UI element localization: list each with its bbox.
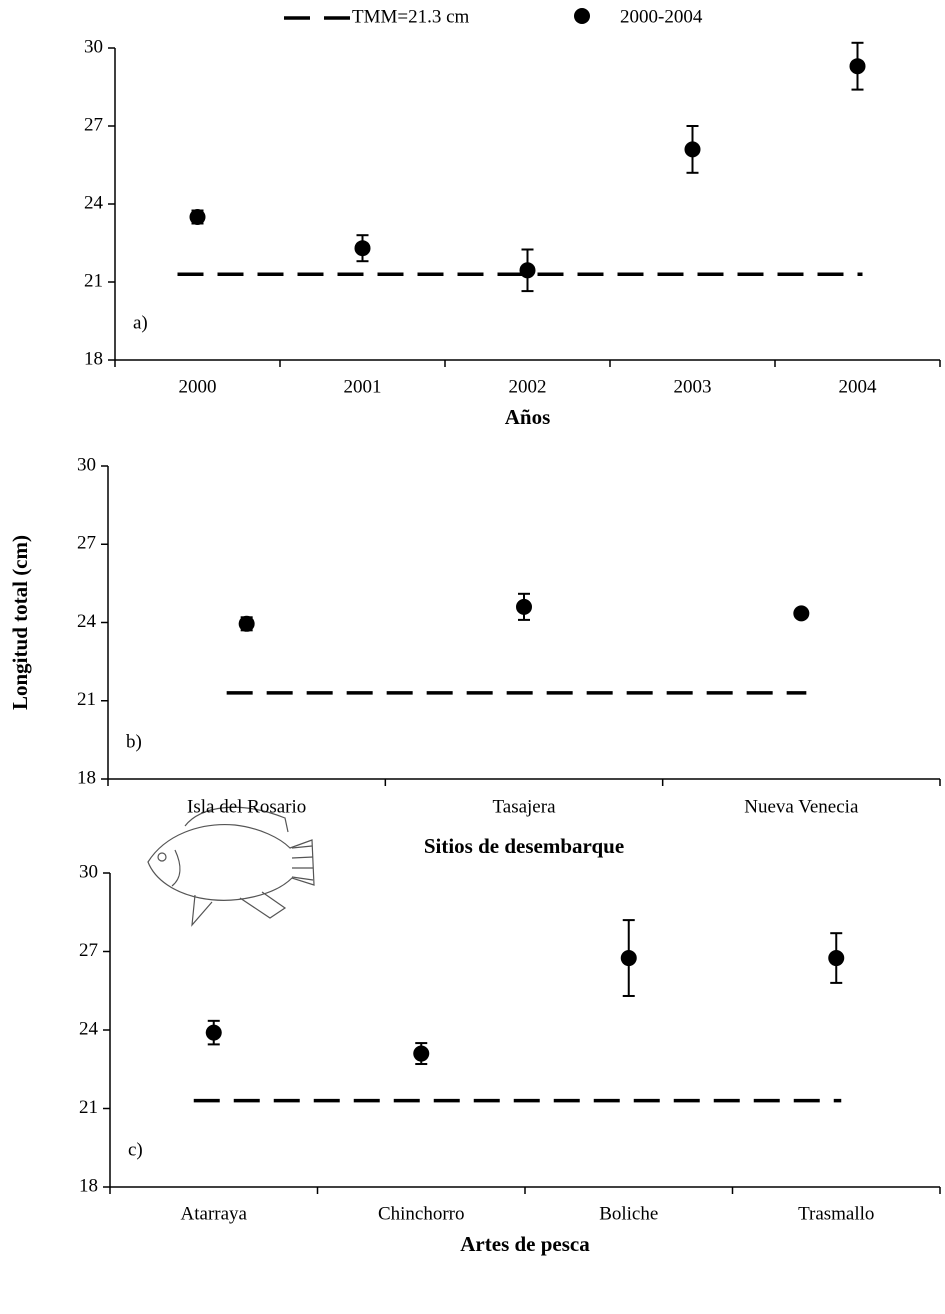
y-tick-label: 18: [77, 767, 96, 788]
y-tick-label: 27: [77, 533, 96, 554]
legend-label: TMM=21.3 cm: [352, 6, 470, 27]
x-tick-label: Tasajera: [492, 796, 556, 817]
y-tick-label: 30: [79, 861, 98, 882]
x-tick-label: Boliche: [599, 1203, 658, 1224]
data-point: [355, 240, 371, 256]
data-point: [793, 605, 809, 621]
x-tick-label: 2001: [344, 376, 382, 397]
data-point: [206, 1025, 222, 1041]
data-point: [413, 1046, 429, 1062]
data-point: [828, 950, 844, 966]
x-tick-label: 2000: [179, 376, 217, 397]
panel-label: b): [126, 731, 142, 752]
x-tick-label: 2002: [509, 376, 547, 397]
fish-illustration: [148, 807, 314, 925]
legend-label: 2000-2004: [620, 6, 703, 27]
x-tick-label: 2003: [674, 376, 712, 397]
y-tick-label: 21: [79, 1097, 98, 1118]
data-point: [621, 950, 637, 966]
x-tick-label: 2004: [839, 376, 878, 397]
data-point: [516, 599, 532, 615]
x-tick-label: Trasmallo: [798, 1203, 874, 1224]
data-point: [239, 616, 255, 632]
data-point: [850, 58, 866, 74]
y-tick-label: 30: [84, 36, 103, 57]
y-tick-label: 18: [84, 348, 103, 369]
y-tick-label: 18: [79, 1175, 98, 1196]
panel-label: c): [128, 1139, 143, 1160]
y-tick-label: 27: [79, 940, 98, 961]
x-tick-label: Chinchorro: [378, 1203, 465, 1224]
y-axis-title: Longitud total (cm): [8, 535, 32, 710]
x-axis-title: Sitios de desembarque: [424, 834, 624, 858]
data-point: [190, 209, 206, 225]
x-tick-label: Atarraya: [181, 1203, 248, 1224]
y-tick-label: 24: [84, 192, 104, 213]
figure: 18 21 24 27 30 2000 2001 2002 2003 2004 Años a) 18 21…: [0, 0, 945, 1314]
y-tick-label: 21: [77, 689, 96, 710]
y-tick-label: 30: [77, 454, 96, 475]
data-point: [685, 141, 701, 157]
x-tick-label: Isla del Rosario: [187, 796, 306, 817]
y-tick-label: 21: [84, 270, 103, 291]
x-tick-label: Nueva Venecia: [744, 796, 859, 817]
legend-marker: [574, 8, 590, 24]
y-tick-label: 24: [77, 611, 97, 632]
x-axis-title: Años: [505, 405, 551, 429]
data-point: [520, 262, 536, 278]
page: {"chart_data": [ {"type": "scatter", "pa…: [0, 0, 945, 1314]
panel-label: a): [133, 312, 148, 333]
x-axis-title: Artes de pesca: [460, 1232, 590, 1256]
y-tick-label: 27: [84, 114, 103, 135]
y-tick-label: 24: [79, 1018, 99, 1039]
